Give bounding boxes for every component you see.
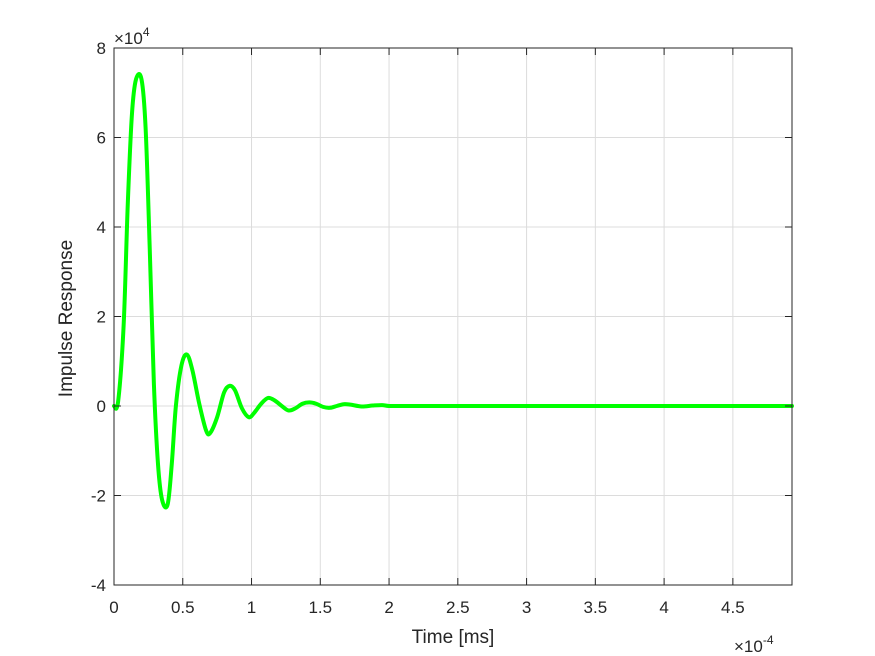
y-tick-label: 2 (97, 308, 106, 327)
y-axis-exponent: ×104 (114, 25, 150, 48)
y-tick-label: 6 (97, 129, 106, 148)
x-tick-label: 3.5 (584, 598, 608, 617)
y-tick-label: -2 (91, 487, 106, 506)
x-exponent-power: -4 (763, 633, 774, 647)
x-tick-label: 4 (659, 598, 668, 617)
y-tick-label: 4 (97, 218, 106, 237)
x-tick-label: 0 (109, 598, 118, 617)
x-exponent-base: ×10 (734, 637, 763, 656)
y-tick-label: -4 (91, 576, 106, 595)
y-axis-label: Impulse Response (56, 240, 77, 397)
x-tick-label: 4.5 (721, 598, 745, 617)
x-axis-label: Time [ms] (412, 627, 495, 648)
impulse-response-line (112, 72, 794, 510)
y-tick-label: 0 (97, 397, 106, 416)
x-tick-label: 1.5 (308, 598, 332, 617)
series-group (112, 72, 794, 510)
x-tick-labels: 0 0.5 1 1.5 2 2.5 3 3.5 4 4.5 (109, 598, 744, 617)
x-tick-label: 2.5 (446, 598, 470, 617)
y-tick-labels: -4 -2 0 2 4 6 8 (91, 39, 106, 595)
y-exponent-base: ×10 (114, 29, 143, 48)
x-tick-label: 2 (384, 598, 393, 617)
tick-marks (113, 47, 792, 586)
x-tick-label: 0.5 (171, 598, 195, 617)
y-tick-label: 8 (97, 39, 106, 58)
x-axis-exponent: ×10-4 (734, 633, 774, 656)
x-tick-label: 3 (522, 598, 531, 617)
x-tick-label: 1 (247, 598, 256, 617)
y-exponent-power: 4 (143, 25, 150, 39)
